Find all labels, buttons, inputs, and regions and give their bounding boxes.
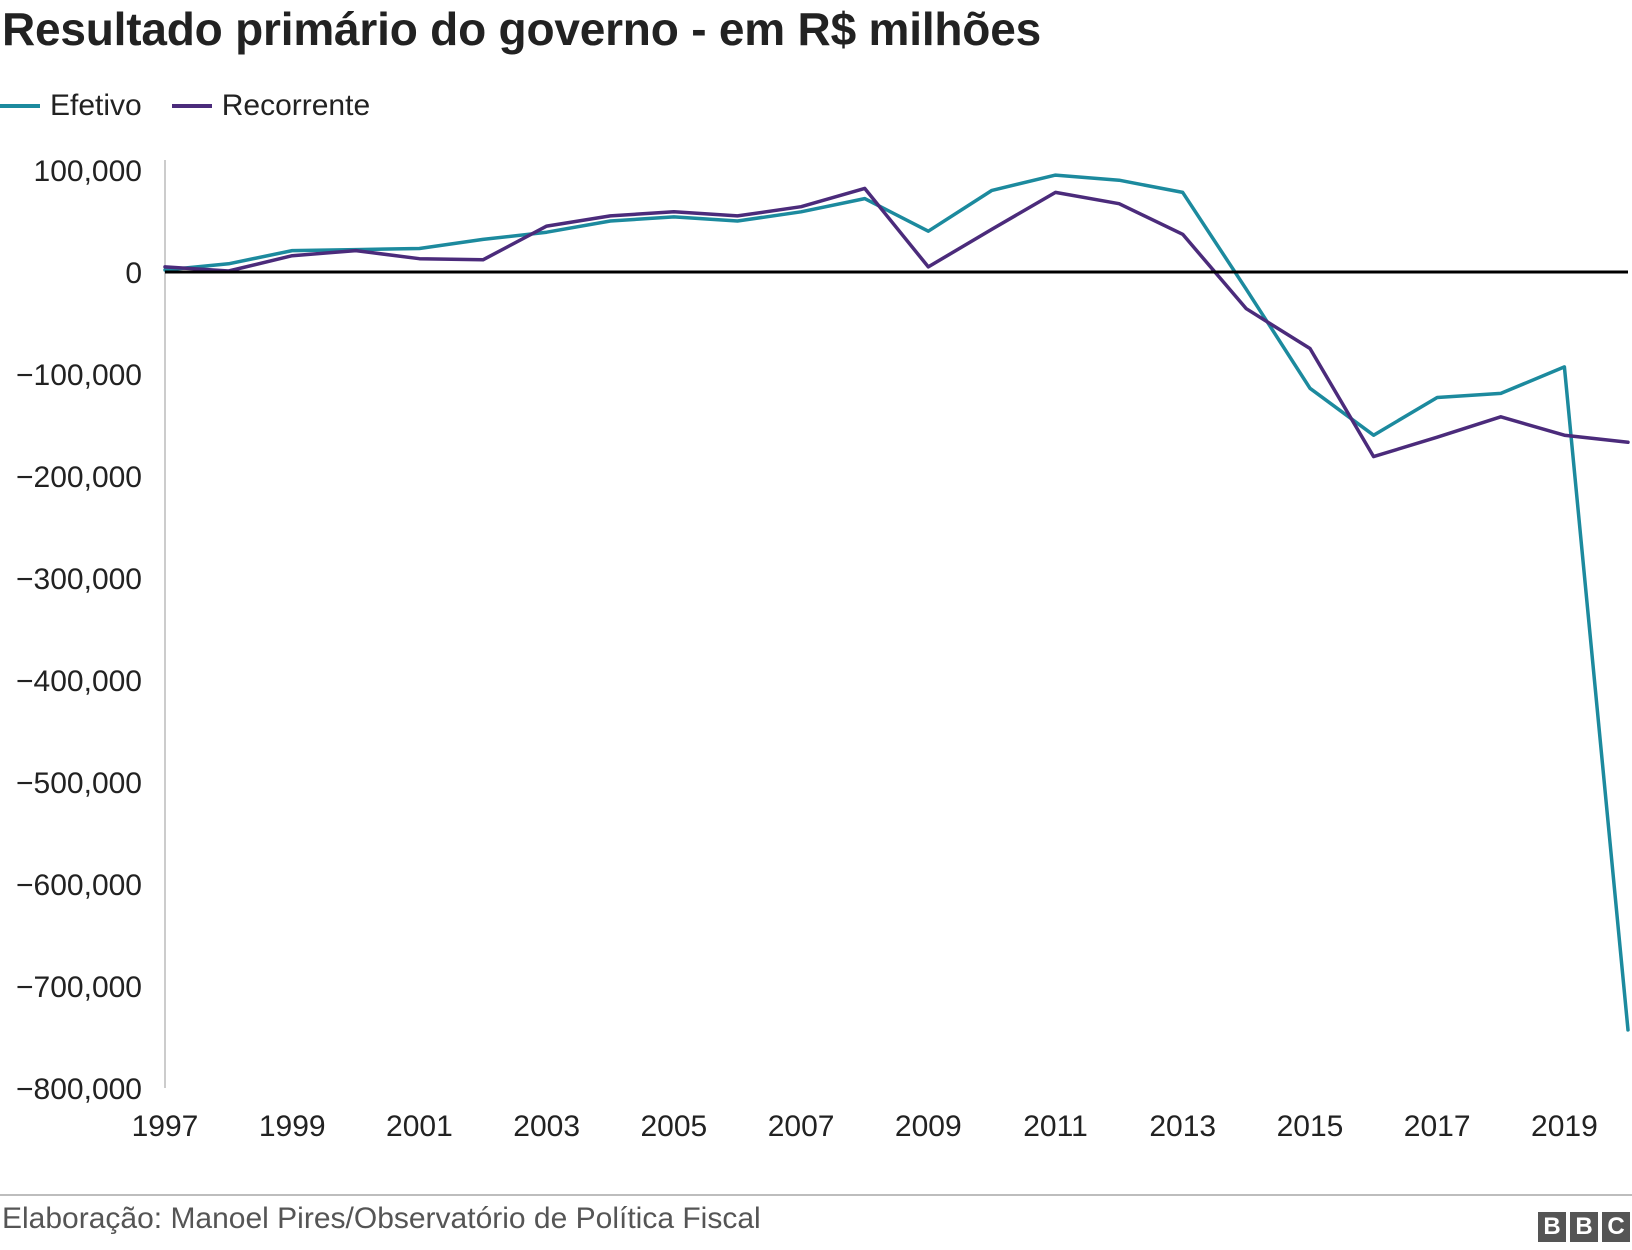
y-tick-label: −100,000 (16, 359, 142, 392)
legend-swatch-recorrente (171, 104, 212, 108)
y-tick-label: −500,000 (16, 767, 142, 800)
x-tick-label: 2001 (386, 1110, 453, 1140)
bbc-logo: B B C (1538, 1212, 1630, 1242)
x-tick-label: 2019 (1531, 1110, 1598, 1140)
x-tick-label: 1997 (132, 1110, 199, 1140)
chart-title: Resultado primário do governo - em R$ mi… (2, 3, 1041, 55)
x-tick-label: 2017 (1404, 1110, 1471, 1140)
bbc-logo-letter-b1: B (1538, 1212, 1566, 1242)
x-tick-label: 1999 (259, 1110, 326, 1140)
y-tick-label: −400,000 (16, 665, 142, 698)
x-axis: 1997 1999 2001 2003 2005 2007 2009 2011 2013 2015… (132, 1110, 1598, 1140)
y-tick-label: 0 (125, 257, 142, 290)
bbc-logo-letter-b2: B (1570, 1212, 1598, 1242)
x-tick-label: 2003 (513, 1110, 580, 1140)
x-tick-label: 2005 (640, 1110, 707, 1140)
legend-swatch-efetivo (0, 104, 40, 108)
line-chart: 100,000 0 −100,000 −200,000 −300,000 −400,000… (16, 155, 1630, 1140)
legend-label-efetivo: Efetivo (50, 89, 142, 122)
y-tick-label: −700,000 (16, 971, 142, 1004)
x-tick-label: 2011 (1023, 1110, 1088, 1140)
y-tick-label: −200,000 (16, 461, 142, 494)
legend-item-recorrente: Recorrente (171, 89, 371, 123)
x-tick-label: 2007 (768, 1110, 835, 1140)
x-tick-label: 2009 (895, 1110, 962, 1140)
y-tick-label: −800,000 (16, 1073, 142, 1106)
x-tick-label: 2013 (1149, 1110, 1216, 1140)
legend-label-recorrente: Recorrente (221, 89, 371, 122)
y-tick-label: −300,000 (16, 563, 142, 596)
x-tick-label: 2015 (1277, 1110, 1344, 1140)
series-layer (163, 173, 1630, 1032)
source-note: Elaboração: Manoel Pires/Observatório de… (2, 1202, 761, 1235)
y-axis: 100,000 0 −100,000 −200,000 −300,000 −400,000… (16, 155, 166, 1106)
legend: Efetivo Recorrente (0, 84, 400, 128)
legend-item-efetivo: Efetivo (0, 89, 142, 123)
series-line-recorrente (163, 186, 1630, 459)
y-tick-label: 100,000 (34, 155, 142, 188)
bbc-logo-letter-c: C (1602, 1212, 1630, 1242)
y-tick-label: −600,000 (16, 869, 142, 902)
series-line-efetivo (163, 173, 1630, 1032)
footer-divider (0, 1194, 1632, 1196)
